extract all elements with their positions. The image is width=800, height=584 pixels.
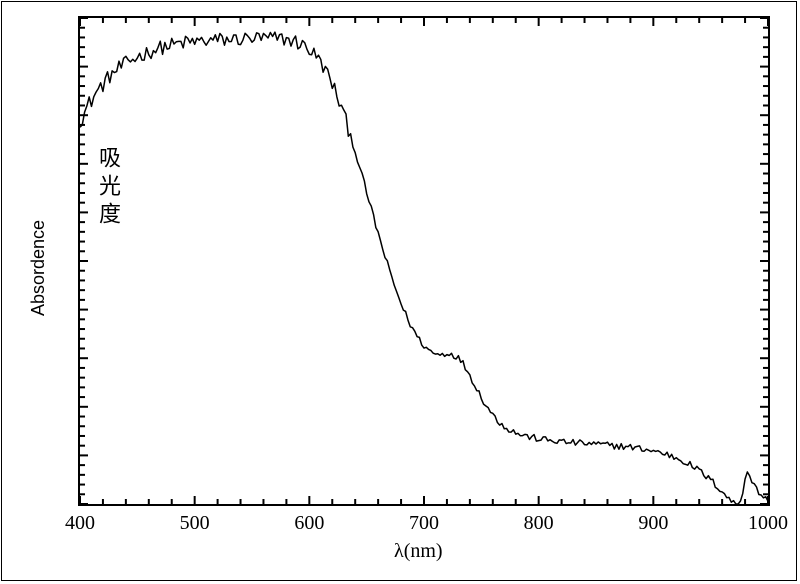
spectrum-svg	[80, 18, 768, 504]
x-tick-label: 500	[180, 512, 210, 535]
x-tick-label: 600	[294, 512, 324, 535]
x-axis-label: λ(nm)	[394, 540, 443, 563]
y-axis-label: Absordence	[28, 220, 49, 316]
chart-page: Absordence 吸光度 λ(nm) 400 500 600 700 800 900 1…	[0, 0, 800, 584]
x-tick-label: 900	[638, 512, 668, 535]
x-tick-label: 400	[65, 512, 95, 535]
x-tick-label: 1000	[748, 512, 788, 535]
plot-box	[78, 16, 770, 506]
spectrum-line	[80, 32, 768, 504]
y-axis-label-cjk: 吸光度	[92, 146, 124, 230]
x-tick-label: 800	[524, 512, 554, 535]
x-tick-label: 700	[409, 512, 439, 535]
